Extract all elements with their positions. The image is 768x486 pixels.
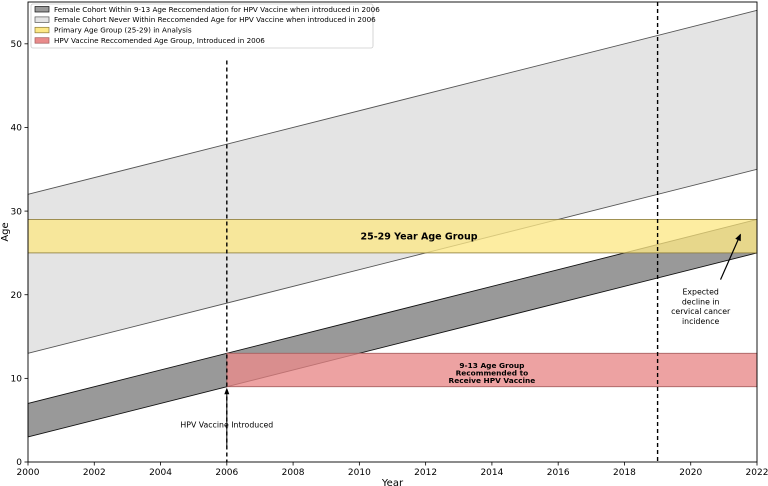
arrow-head-expected-decline (735, 233, 741, 242)
arrow-head-vaccine-introduced (224, 387, 230, 395)
plot-frame (27, 1, 758, 463)
x-tick-label: 2004 (149, 468, 172, 478)
y-tick-label: 0 (16, 458, 22, 468)
bands-layer (27, 9, 758, 438)
legend: Female Cohort Within 9-13 Age Reccomenda… (30, 3, 380, 49)
x-tick-label: 2010 (348, 468, 371, 478)
x-tick-label: 2014 (480, 468, 503, 478)
x-axis-ticks: 2000 2002 2004 2006 2008 2010 2012 2014 2016 2018… (17, 462, 768, 478)
y-tick-label: 50 (11, 40, 23, 50)
y-tick-label: 30 (11, 207, 23, 217)
annotation-decline-line2: decline in (682, 297, 720, 306)
legend-box (30, 3, 374, 49)
x-tick-label: 2018 (613, 468, 636, 478)
legend-label-primary-group: Primary Age Group (25-29) in Analysis (54, 26, 192, 35)
y-tick-label: 40 (11, 124, 23, 134)
annotation-decline-line4: incidence (682, 317, 720, 326)
legend-swatch-cohort-within (34, 6, 50, 13)
y-axis-label: Age (0, 222, 11, 241)
y-tick-label: 20 (11, 291, 23, 301)
band-vaccine-9-13 (226, 352, 758, 388)
x-tick-label: 2002 (83, 468, 106, 478)
y-axis-ticks: 0 10 20 30 40 50 (11, 40, 28, 468)
x-tick-label: 2012 (414, 468, 437, 478)
annotation-decline-line3: cervical cancer (671, 307, 731, 316)
legend-swatch-vaccine-group (34, 37, 50, 44)
legend-label-vaccine-group: HPV Vaccine Reccomended Age Group, Intro… (54, 36, 265, 45)
x-axis-label: Year (381, 478, 404, 486)
x-tick-label: 2022 (746, 468, 768, 478)
x-tick-label: 2008 (282, 468, 305, 478)
x-tick-label: 2000 (17, 468, 40, 478)
legend-label-cohort-within: Female Cohort Within 9-13 Age Reccomenda… (54, 5, 380, 14)
band-label-9-13-line3: Receive HPV Vaccine (449, 376, 536, 385)
legend-swatch-cohort-never (34, 16, 50, 23)
legend-label-cohort-never: Female Cohort Never Within Reccomended A… (54, 15, 376, 24)
band-label-25-29: 25-29 Year Age Group (360, 232, 477, 243)
annotation-decline-line1: Expected (682, 288, 718, 297)
band-label-9-13-line2: Recommended to (456, 368, 529, 377)
annotation-vaccine-introduced: HPV Vaccine Introduced (180, 420, 273, 429)
x-tick-label: 2006 (215, 468, 238, 478)
x-tick-label: 2020 (679, 468, 702, 478)
legend-swatch-primary-group (34, 26, 50, 34)
band-label-9-13-line1: 9-13 Age Group (459, 361, 524, 370)
y-tick-label: 10 (11, 375, 23, 385)
arrow-expected-decline (720, 234, 741, 280)
x-tick-label: 2016 (547, 468, 570, 478)
